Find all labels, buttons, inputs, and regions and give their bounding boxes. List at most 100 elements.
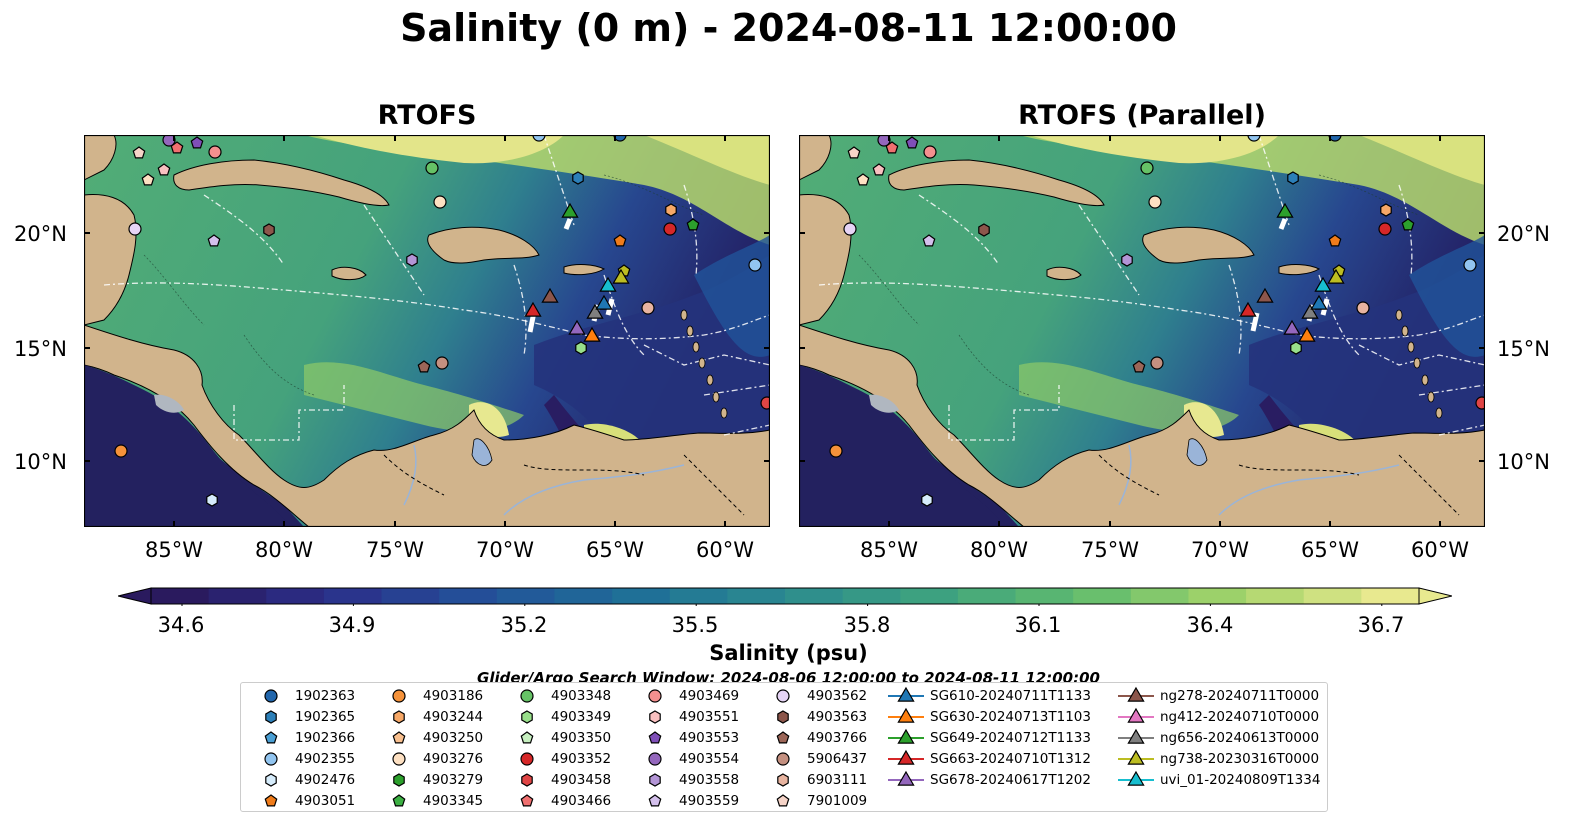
float-marker [922,234,936,247]
legend-marker-icon [265,710,277,724]
colorbar-segment [1303,588,1362,604]
float-marker [921,493,933,507]
float-marker [572,171,584,185]
legend-marker-icon [520,689,534,703]
legend-marker-icon [776,731,790,744]
colorbar-tick: 34.9 [328,613,376,637]
colorbar-segment [1361,588,1420,604]
legend-label: SG663-20240710T1312 [930,751,1091,767]
legend-marker-icon [888,749,924,765]
colorbar-segment [1073,588,1132,604]
float-marker [114,444,128,458]
lat-label-10n-left: 10°N [14,450,67,474]
legend-label: 4903051 [295,793,356,809]
float-marker [843,222,857,236]
colorbar-segment [727,588,786,604]
float-marker [1247,135,1261,142]
colorbar-segment [496,588,555,604]
lon-label-60w-right: 60°W [1411,538,1469,562]
legend-label: 4903553 [679,730,740,746]
legend-marker-icon [520,731,534,744]
colorbar-segment [957,588,1017,604]
legend-marker-icon [888,707,924,723]
legend-marker-icon [264,752,278,766]
float-marker [665,203,677,217]
float-marker [433,195,447,209]
salinity-map-rtofs [84,135,770,527]
lat-label-10n-right: 10°N [1497,450,1550,474]
legend-marker-icon [776,794,790,807]
legend-label: 7901009 [807,793,868,809]
lon-label-75w-left: 75°W [366,538,424,562]
legend-label: 4903469 [679,688,740,704]
legend-label: 4903466 [551,793,612,809]
glider-marker [524,301,542,317]
legend-marker-icon [1118,686,1154,702]
legend-label: ng278-20240711T0000 [1160,688,1320,704]
legend-marker-icon [648,794,662,807]
legend-label: 4903352 [551,751,612,767]
float-marker [872,163,886,176]
colorbar-tick: 35.8 [843,613,891,637]
legend-marker-icon [1118,749,1154,765]
lat-label-15n-left: 15°N [14,337,67,361]
legend-label: 1902363 [295,688,356,704]
legend-marker-icon [393,710,405,724]
float-marker [208,145,222,159]
float-marker [575,341,587,355]
panel-title-rtofs-parallel: RTOFS (Parallel) [1018,100,1266,131]
lat-label-15n-right: 15°N [1497,337,1550,361]
panel-title-rtofs: RTOFS [377,100,477,131]
colorbar-segment [208,588,267,604]
colorbar-segment [785,588,844,604]
legend-label: 5906437 [807,751,868,767]
float-marker [1148,195,1162,209]
colorbar-segment [612,588,671,604]
legend-label: 4903186 [423,688,484,704]
float-marker [435,356,449,370]
legend-marker-icon [888,686,924,702]
legend-marker-icon [264,794,278,807]
float-marker [1121,253,1133,267]
glider-marker [1301,303,1319,319]
legend-label: 1902365 [295,709,356,725]
lat-label-20n-right: 20°N [1497,222,1550,246]
legend: 1902363 1902365 1902366 4902355 4902476 49030… [240,682,1328,812]
legend-marker-icon [648,752,662,766]
lon-label-85w-right: 85°W [860,538,918,562]
legend-marker-icon [265,773,277,787]
float-marker [1356,301,1370,315]
float-marker [1287,171,1299,185]
legend-marker-icon [777,773,789,787]
legend-marker-icon [777,710,789,724]
float-marker [132,146,146,159]
float-marker [1463,258,1477,272]
legend-label: 4903551 [679,709,740,725]
colorbar-tick: 36.7 [1357,613,1405,637]
legend-marker-icon [648,731,662,744]
float-marker [856,173,870,186]
colorbar-segment [842,588,901,604]
colorbar-segment [554,588,613,604]
float-marker [1380,203,1392,217]
colorbar-segment [381,588,440,604]
glider-marker [541,287,559,303]
glider-marker [599,276,617,292]
colorbar-segment [323,588,383,604]
glider-marker [1283,319,1301,335]
colorbar-segment [151,588,210,604]
colorbar-segment [1188,588,1247,604]
lon-label-85w-left: 85°W [145,538,203,562]
colorbar-tick: 36.4 [1186,613,1234,637]
legend-label: 4903244 [423,709,484,725]
colorbar-tick: 35.5 [671,613,719,637]
float-marker [1132,360,1146,373]
colorbar-segment [900,588,959,604]
figure-title: Salinity (0 m) - 2024-08-11 12:00:00 [400,6,1177,50]
float-marker [613,234,627,247]
float-marker [686,218,700,231]
legend-marker-icon [264,689,278,703]
float-marker [406,253,418,267]
float-marker [613,135,627,142]
legend-marker-icon [649,773,661,787]
